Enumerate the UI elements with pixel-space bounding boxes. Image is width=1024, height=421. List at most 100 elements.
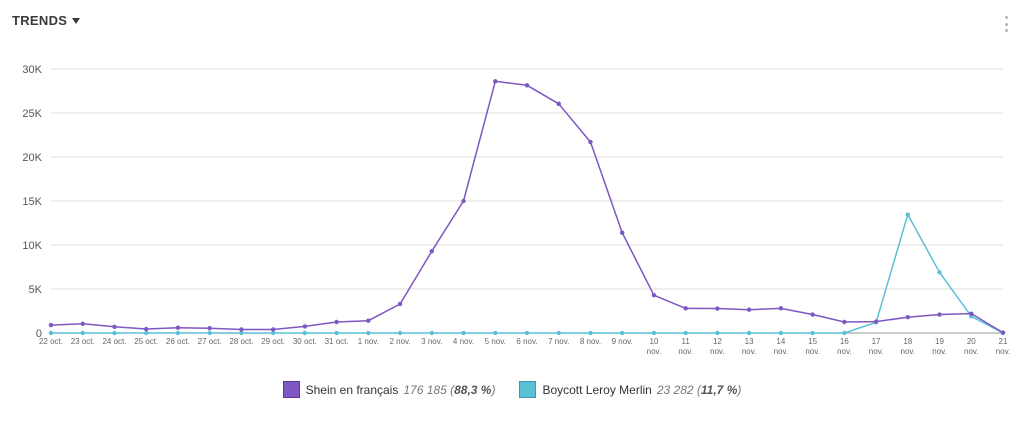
data-point <box>969 311 974 316</box>
data-point <box>620 230 625 235</box>
data-point <box>397 330 403 336</box>
data-point <box>429 330 434 336</box>
y-tick-label: 10K <box>22 240 42 252</box>
data-point <box>905 212 910 217</box>
x-tick-label: 16 nov. <box>837 337 852 356</box>
y-tick-label: 15K <box>22 196 42 208</box>
data-point <box>302 330 308 336</box>
legend-item-shein[interactable]: Shein en français 176 185 (88,3 %) <box>282 381 496 398</box>
x-tick-label: 29 oct. <box>261 337 285 346</box>
more-options-icon[interactable] <box>1003 16 1009 32</box>
data-point <box>366 330 371 336</box>
data-point <box>429 248 434 254</box>
data-point <box>207 330 212 336</box>
caret-down-icon <box>72 18 81 24</box>
data-point <box>1000 330 1006 335</box>
y-tick-label: 25K <box>22 108 42 120</box>
x-tick-label: 17 nov. <box>869 337 884 356</box>
x-tick-label: 21 nov. <box>996 337 1011 356</box>
data-point <box>620 330 625 336</box>
data-point <box>556 101 561 106</box>
legend-stat-leroy-merlin: 23 282 (11,7 %) <box>656 382 742 397</box>
data-point <box>80 321 85 326</box>
x-tick-label: 22 oct. <box>39 337 63 346</box>
data-point <box>810 330 815 336</box>
x-tick-label: 24 oct. <box>102 337 126 346</box>
x-tick-label: 19 nov. <box>932 337 947 356</box>
data-point <box>493 330 498 336</box>
data-point <box>683 330 688 336</box>
data-point <box>334 330 339 336</box>
legend: Shein en français 176 185 (88,3 %) Boyco… <box>0 381 1024 398</box>
data-point <box>302 324 308 329</box>
legend-item-leroy-merlin[interactable]: Boycott Leroy Merlin 23 282 (11,7 %) <box>519 381 741 398</box>
data-point <box>778 330 784 336</box>
data-point <box>270 330 276 336</box>
x-tick-label: 11 nov. <box>678 337 693 356</box>
data-point <box>810 312 815 317</box>
legend-label-shein: Shein en français <box>305 382 399 397</box>
data-point <box>651 330 657 336</box>
x-tick-label: 25 oct. <box>134 337 158 346</box>
x-tick-label: 2 nov. <box>389 337 410 346</box>
legend-swatch-leroy-merlin <box>519 381 537 398</box>
y-tick-label: 30K <box>22 64 42 76</box>
y-tick-label: 5K <box>29 284 43 296</box>
data-point <box>461 198 466 204</box>
data-point <box>588 330 593 336</box>
trends-menu[interactable]: TRENDS <box>12 13 81 28</box>
x-tick-label: 28 oct. <box>229 337 253 346</box>
y-axis: 0 5K 10K 15K 20K 25K 30K <box>22 64 42 340</box>
x-tick-label: 14 nov. <box>774 337 789 356</box>
data-point <box>239 327 244 332</box>
x-tick-label: 6 nov. <box>516 337 537 346</box>
data-point <box>905 314 910 320</box>
data-point <box>715 330 720 336</box>
x-tick-label: 23 oct. <box>71 337 95 346</box>
data-point <box>334 319 339 325</box>
data-point <box>48 330 54 336</box>
x-tick-label: 18 nov. <box>901 337 916 356</box>
x-tick-label: 27 oct. <box>198 337 222 346</box>
data-point <box>112 324 117 330</box>
x-tick-label: 5 nov. <box>485 337 506 346</box>
y-tick-label: 0 <box>36 328 42 340</box>
x-tick-label: 8 nov. <box>580 337 601 346</box>
x-tick-label: 1 nov. <box>358 337 379 346</box>
data-point <box>937 270 942 275</box>
x-tick-label: 13 nov. <box>742 337 757 356</box>
data-point <box>842 330 847 336</box>
data-point <box>175 325 181 330</box>
data-point <box>366 318 371 323</box>
y-tick-label: 20K <box>22 152 42 164</box>
data-point <box>207 325 212 331</box>
data-point <box>270 327 276 332</box>
legend-swatch-shein <box>282 381 300 398</box>
data-point <box>144 326 149 332</box>
data-point <box>524 83 530 88</box>
data-point <box>144 330 149 336</box>
legend-label-leroy-merlin: Boycott Leroy Merlin <box>542 382 652 397</box>
data-point <box>873 319 879 324</box>
x-tick-label: 9 nov. <box>612 337 633 346</box>
data-point <box>556 330 561 336</box>
data-point <box>239 330 244 336</box>
legend-stat-shein: 176 185 (88,3 %) <box>403 382 496 397</box>
data-point <box>588 139 593 145</box>
x-tick-label: 20 nov. <box>964 337 979 356</box>
x-tick-label: 15 nov. <box>805 337 820 356</box>
data-point <box>80 330 85 336</box>
grid-lines <box>51 68 1003 334</box>
series-group <box>48 79 1006 336</box>
x-tick-label: 31 oct. <box>325 337 349 346</box>
series-line-1 <box>51 213 1004 334</box>
x-tick-label: 4 nov. <box>453 337 474 346</box>
data-point <box>746 330 752 336</box>
x-axis: 22 oct. 23 oct. 24 oct. 25 oct. 26 oct. 27 oc… <box>39 337 1010 356</box>
data-point <box>48 322 54 328</box>
data-point <box>493 79 498 84</box>
chart-title: TRENDS <box>12 13 68 28</box>
x-tick-label: 3 nov. <box>421 337 442 346</box>
x-tick-label: 30 oct. <box>293 337 317 346</box>
data-point <box>175 330 181 336</box>
